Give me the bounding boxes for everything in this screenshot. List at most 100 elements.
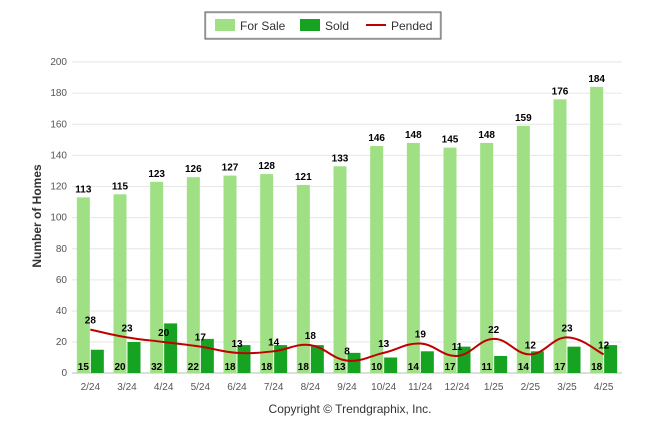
bar-sold bbox=[90, 349, 104, 373]
bar-for-sale bbox=[113, 194, 127, 373]
data-label-pended: 18 bbox=[305, 331, 317, 342]
data-label-pended: 14 bbox=[268, 337, 280, 348]
legend-swatch-for-sale bbox=[215, 19, 235, 31]
data-label-pended: 8 bbox=[344, 347, 350, 358]
bar-for-sale bbox=[370, 146, 384, 373]
bar-sold bbox=[164, 323, 178, 373]
x-axis-ticks: 2/24 3/24 4/24 5/24 6/24 7/24 8/24 9/24 10/24 11/… bbox=[81, 382, 614, 393]
data-label-pended: 13 bbox=[378, 339, 390, 350]
x-tick-label: 8/24 bbox=[301, 382, 321, 393]
data-labels: 1131528115202312332201262217127181312818… bbox=[75, 74, 609, 373]
data-label-sold: 11 bbox=[481, 362, 492, 373]
data-label-pended: 13 bbox=[231, 339, 243, 350]
y-tick-label: 200 bbox=[50, 57, 67, 68]
y-tick-label: 180 bbox=[50, 88, 67, 99]
data-label-for-sale: 148 bbox=[478, 130, 495, 141]
data-label-sold: 18 bbox=[224, 362, 236, 373]
data-label-sold: 22 bbox=[188, 362, 200, 373]
data-label-for-sale: 128 bbox=[258, 161, 275, 172]
y-tick-label: 0 bbox=[61, 368, 67, 379]
data-label-for-sale: 159 bbox=[515, 113, 532, 124]
data-label-pended: 19 bbox=[415, 330, 427, 341]
y-axis-label: Number of Homes bbox=[30, 164, 44, 268]
x-tick-label: 1/25 bbox=[484, 382, 504, 393]
data-label-sold: 13 bbox=[334, 362, 346, 373]
pended-line-layer bbox=[90, 328, 605, 362]
data-label-sold: 14 bbox=[518, 362, 530, 373]
data-label-for-sale: 184 bbox=[588, 74, 605, 85]
data-label-pended: 12 bbox=[598, 340, 610, 351]
x-tick-label: 6/24 bbox=[227, 382, 247, 393]
bar-for-sale bbox=[260, 174, 274, 373]
legend-label-for-sale: For Sale bbox=[240, 19, 286, 33]
x-tick-label: 2/24 bbox=[81, 382, 101, 393]
bar-for-sale bbox=[406, 142, 420, 373]
data-label-pended: 11 bbox=[452, 342, 463, 353]
bar-for-sale bbox=[296, 184, 310, 373]
bar-for-sale bbox=[76, 197, 90, 373]
bar-for-sale bbox=[333, 166, 347, 373]
bar-for-sale bbox=[590, 86, 604, 374]
bar-for-sale bbox=[480, 142, 494, 373]
pended-line bbox=[90, 328, 605, 362]
data-label-sold: 20 bbox=[114, 362, 126, 373]
x-tick-label: 11/24 bbox=[408, 382, 433, 393]
bar-for-sale bbox=[553, 99, 567, 373]
y-tick-label: 40 bbox=[56, 306, 68, 317]
bar-sold bbox=[127, 342, 141, 373]
x-tick-label: 5/24 bbox=[191, 382, 211, 393]
y-tick-label: 100 bbox=[50, 213, 67, 224]
bar-for-sale bbox=[223, 175, 237, 373]
legend-label-pended: Pended bbox=[391, 19, 432, 33]
data-label-pended: 23 bbox=[121, 323, 133, 334]
data-label-pended: 28 bbox=[85, 316, 97, 327]
x-tick-label: 4/25 bbox=[594, 382, 614, 393]
data-label-pended: 12 bbox=[525, 340, 537, 351]
x-tick-label: 3/25 bbox=[557, 382, 577, 393]
bar-sold bbox=[604, 345, 618, 373]
y-axis-ticks: 0 20 40 60 80 100 120 140 160 180 200 bbox=[50, 57, 67, 379]
legend-label-sold: Sold bbox=[325, 19, 349, 33]
data-label-for-sale: 133 bbox=[332, 153, 349, 164]
data-label-for-sale: 126 bbox=[185, 164, 202, 175]
data-label-for-sale: 121 bbox=[295, 172, 312, 183]
bar-sold bbox=[494, 355, 508, 373]
bar-sold bbox=[200, 338, 214, 373]
data-label-sold: 17 bbox=[444, 362, 456, 373]
data-label-for-sale: 123 bbox=[148, 169, 165, 180]
bar-sold bbox=[567, 346, 581, 373]
data-label-for-sale: 113 bbox=[75, 184, 92, 195]
data-label-sold: 32 bbox=[151, 362, 163, 373]
bar-for-sale bbox=[443, 147, 457, 373]
x-tick-label: 4/24 bbox=[154, 382, 174, 393]
bar-for-sale bbox=[186, 177, 200, 373]
x-tick-label: 3/24 bbox=[117, 382, 137, 393]
data-label-sold: 15 bbox=[78, 362, 90, 373]
x-tick-label: 12/24 bbox=[444, 382, 469, 393]
data-label-pended: 20 bbox=[158, 328, 170, 339]
data-label-sold: 18 bbox=[298, 362, 310, 373]
bars bbox=[76, 86, 618, 374]
data-label-sold: 18 bbox=[261, 362, 273, 373]
bar-for-sale bbox=[150, 181, 164, 373]
data-label-for-sale: 145 bbox=[442, 135, 459, 146]
copyright-text: Copyright © Trendgraphix, Inc. bbox=[269, 402, 432, 416]
y-tick-label: 120 bbox=[50, 182, 67, 193]
y-tick-label: 20 bbox=[56, 337, 68, 348]
bar-for-sale bbox=[516, 125, 530, 374]
legend: For Sale Sold Pended bbox=[204, 11, 442, 40]
data-label-sold: 17 bbox=[554, 362, 566, 373]
bar-sold bbox=[530, 351, 544, 373]
data-label-for-sale: 148 bbox=[405, 130, 422, 141]
y-tick-label: 80 bbox=[56, 244, 68, 255]
data-label-for-sale: 115 bbox=[112, 181, 129, 192]
x-tick-label: 2/25 bbox=[521, 382, 541, 393]
x-tick-label: 7/24 bbox=[264, 382, 284, 393]
data-label-pended: 17 bbox=[195, 333, 207, 344]
data-label-sold: 18 bbox=[591, 362, 603, 373]
bar-sold bbox=[274, 345, 288, 373]
data-label-pended: 23 bbox=[561, 323, 573, 334]
legend-swatch-sold bbox=[300, 19, 320, 31]
x-tick-label: 10/24 bbox=[371, 382, 396, 393]
